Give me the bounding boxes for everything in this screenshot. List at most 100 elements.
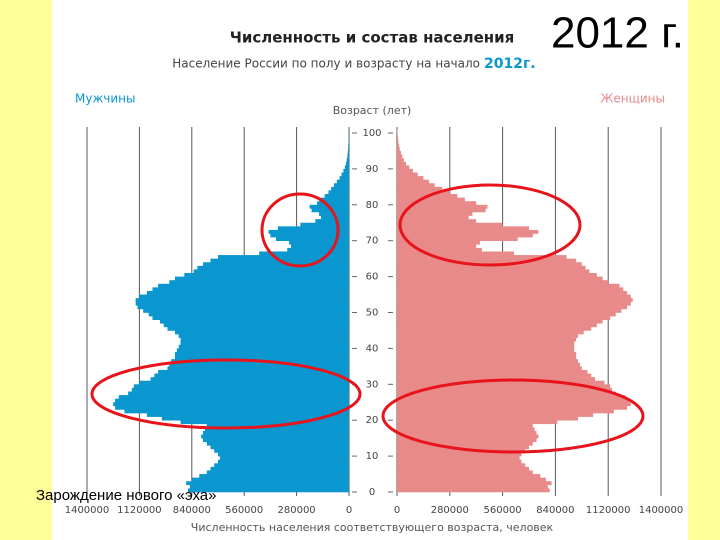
bar: [397, 323, 597, 328]
bar: [167, 366, 349, 371]
bar: [397, 204, 488, 209]
bar: [341, 172, 349, 177]
bar: [268, 229, 349, 234]
bar: [203, 430, 349, 435]
bar: [397, 158, 404, 163]
bar: [397, 147, 400, 152]
bar: [397, 308, 622, 313]
x-tick-label: 840000: [536, 505, 574, 516]
bar: [180, 337, 349, 342]
highlight-ellipse: [398, 183, 582, 267]
chart-subtitle-year: 2012г.: [484, 56, 536, 72]
bar: [397, 179, 430, 184]
bar: [397, 351, 577, 356]
bar: [397, 488, 550, 493]
bar: [397, 427, 535, 432]
bar: [259, 251, 349, 256]
bar: [397, 359, 579, 364]
bar: [397, 273, 597, 277]
bar: [167, 326, 349, 331]
bar: [348, 143, 349, 148]
bar: [397, 244, 477, 249]
highlight-ellipses: [90, 183, 645, 454]
bar: [206, 441, 349, 446]
bar: [397, 133, 398, 137]
bar: [176, 348, 349, 353]
bar: [397, 395, 626, 399]
bar: [397, 211, 473, 216]
bar: [344, 165, 349, 170]
bar: [397, 326, 592, 331]
bar: [397, 416, 579, 421]
x-tick-label: 840000: [173, 505, 211, 516]
bar: [276, 237, 349, 241]
x-axis-label: Численность населения соответствующего в…: [191, 521, 554, 534]
bar: [203, 262, 349, 267]
bar: [270, 233, 349, 238]
bar: [161, 416, 349, 421]
bar: [397, 402, 631, 407]
bar: [397, 312, 616, 317]
bar: [397, 283, 620, 288]
y-tick-label: 10: [366, 451, 379, 462]
bar: [206, 470, 349, 475]
bar: [152, 287, 349, 292]
chart-subtitle: Население России по полу и возрасту на н…: [172, 57, 480, 71]
bar: [397, 129, 398, 134]
bar: [397, 344, 575, 349]
bar: [174, 276, 349, 281]
bar: [180, 420, 349, 425]
bar: [397, 305, 628, 310]
bar: [159, 319, 349, 324]
bar: [328, 190, 349, 195]
bar: [148, 312, 349, 317]
bar: [397, 143, 400, 148]
x-tick-label: 280000: [431, 505, 469, 516]
bar: [397, 208, 486, 213]
bar: [290, 244, 349, 249]
bar: [397, 452, 522, 457]
bar: [397, 298, 633, 303]
bar: [397, 387, 612, 392]
bar: [397, 247, 482, 252]
bar: [397, 201, 477, 206]
bar: [397, 215, 469, 220]
bar: [397, 237, 518, 241]
bar: [397, 423, 533, 428]
bar: [218, 452, 349, 457]
bar: [346, 161, 349, 166]
x-tick-label: 1400000: [639, 505, 684, 516]
bar: [397, 229, 539, 234]
bar: [397, 448, 526, 453]
bar: [397, 240, 480, 245]
bar: [397, 484, 548, 489]
bar: [397, 380, 605, 385]
bar: [210, 466, 349, 471]
highlight-ellipse: [90, 358, 362, 430]
bar: [178, 334, 349, 338]
bar: [163, 323, 349, 328]
chart-title: Численность и состав населения: [230, 29, 515, 47]
bar: [397, 136, 399, 141]
bar: [397, 373, 592, 378]
bar: [317, 201, 349, 206]
bar: [397, 294, 631, 299]
bar: [139, 380, 349, 385]
bar: [289, 240, 349, 245]
bar: [169, 280, 349, 285]
bar: [131, 387, 349, 392]
bar: [397, 456, 520, 460]
bar: [397, 355, 577, 360]
x-tick-label: 0: [394, 505, 400, 516]
bar: [174, 330, 349, 335]
y-tick-label: 60: [366, 272, 379, 283]
bar: [397, 441, 533, 446]
bar: [218, 255, 349, 259]
bar: [397, 176, 424, 180]
bar: [397, 219, 477, 224]
bar: [397, 470, 533, 475]
bar: [397, 341, 575, 346]
y-axis-label: Возраст (лет): [333, 104, 412, 117]
bar: [186, 481, 349, 486]
